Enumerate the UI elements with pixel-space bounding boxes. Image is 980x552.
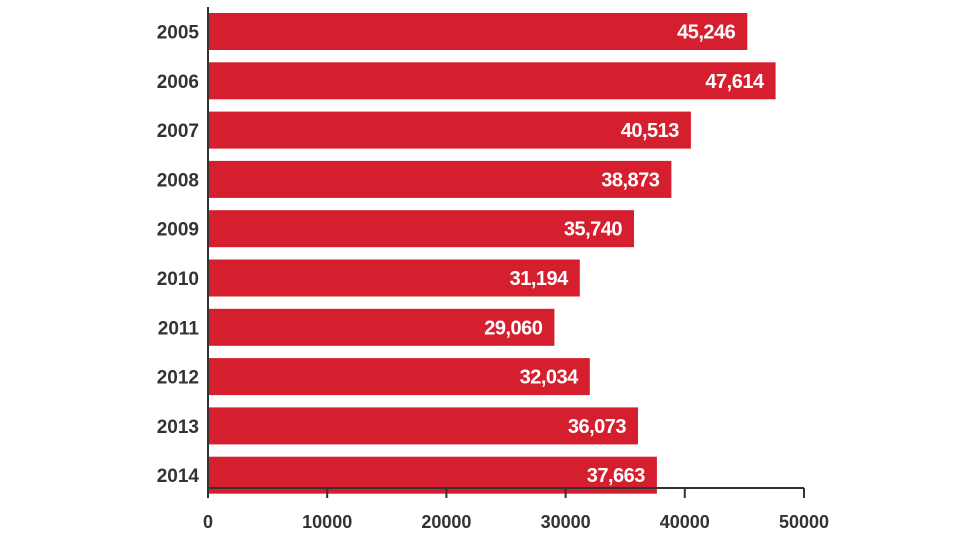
data-label-2005: 45,246 — [677, 22, 736, 44]
category-label-2008: 2008 — [157, 170, 199, 191]
bar-2013 — [208, 407, 638, 445]
data-label-2008: 38,873 — [601, 169, 660, 191]
category-label-2006: 2006 — [157, 72, 199, 93]
data-label-2010: 31,194 — [510, 268, 570, 290]
data-label-2011: 29,060 — [484, 317, 543, 339]
category-label-2011: 2011 — [158, 318, 200, 339]
category-label-2013: 2013 — [157, 417, 199, 438]
data-label-2014: 37,663 — [587, 465, 646, 487]
category-label-2010: 2010 — [157, 269, 199, 290]
category-label-2009: 2009 — [157, 220, 199, 241]
bar-2011 — [208, 308, 555, 346]
bar-2012 — [208, 358, 590, 396]
x-tick-label-0: 0 — [203, 512, 213, 532]
x-tick-label-40000: 40000 — [660, 512, 710, 532]
x-tick-label-20000: 20000 — [421, 512, 471, 532]
bar-2009 — [208, 210, 634, 248]
category-label-2007: 2007 — [157, 121, 199, 142]
bar-2008 — [208, 160, 672, 198]
x-axis: 0 10000 20000 30000 40000 50000 — [203, 7, 829, 532]
category-label-2005: 2005 — [157, 23, 200, 44]
data-label-2006: 47,614 — [705, 71, 765, 93]
x-tick-label-10000: 10000 — [302, 512, 352, 532]
bar-2006 — [208, 62, 776, 100]
data-label-2007: 40,513 — [621, 120, 680, 142]
bar-2007 — [208, 111, 691, 149]
data-label-2012: 32,034 — [520, 367, 580, 389]
data-label-2009: 35,740 — [564, 219, 623, 241]
x-tick-label-50000: 50000 — [779, 512, 829, 532]
x-tick-label-30000: 30000 — [541, 512, 591, 532]
category-label-2012: 2012 — [157, 368, 199, 389]
labels-layer: 2005 45,246 2006 47,614 2007 40,513 2008 38,873… — [157, 22, 766, 488]
bar-2010 — [208, 259, 580, 297]
category-label-2014: 2014 — [157, 466, 200, 487]
bars-layer — [208, 13, 776, 494]
bar-2005 — [208, 13, 748, 50]
data-label-2013: 36,073 — [568, 416, 627, 438]
